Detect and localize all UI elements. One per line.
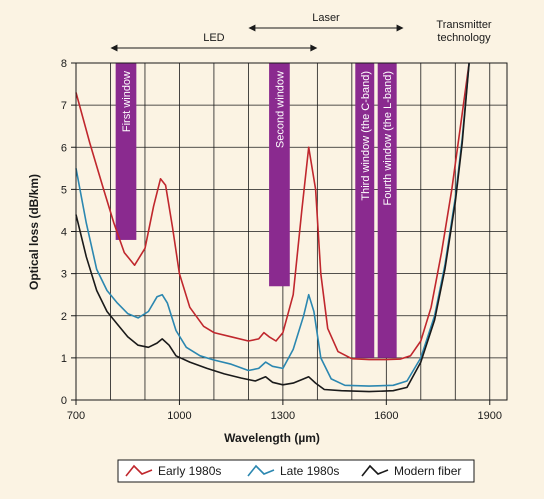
legend-label: Early 1980s (158, 464, 221, 478)
axes: 0 1 2 3 4 5 6 7 8 700 1000 1300 1600 1900 (61, 58, 508, 422)
legend-box (117, 459, 475, 483)
transmitter-technology-label: technology (437, 32, 491, 44)
annotation-label: Laser (312, 12, 340, 24)
x-tick-label: 1600 (374, 410, 398, 422)
x-tick-label: 1900 (478, 410, 502, 422)
x-tick-label: 1300 (271, 410, 295, 422)
annotation-arrow-head (396, 24, 404, 32)
series-line (75, 62, 470, 361)
band-label: Third window (the C-band) (360, 71, 372, 201)
wavelength-windows: First window Second window Third window (t… (115, 63, 397, 358)
series-line (75, 62, 470, 387)
loss-curves (75, 62, 470, 393)
x-axis-title: Wavelength (µm) (224, 431, 320, 445)
band-label: First window (121, 71, 133, 132)
y-tick-label: 4 (61, 227, 67, 239)
band-window (355, 63, 375, 358)
y-tick-label: 8 (61, 58, 67, 70)
band-window (269, 63, 290, 287)
annotation-arrow-head (248, 24, 256, 32)
annotation-arrow-head (310, 44, 318, 52)
band-label: Fourth window (the L-band) (382, 71, 394, 206)
x-tick-label: 700 (67, 410, 85, 422)
y-tick-label: 0 (61, 395, 67, 407)
legend-label: Modern fiber (394, 464, 461, 478)
y-axis-title: Optical loss (dB/km) (27, 174, 41, 290)
legend-swatch (125, 464, 153, 477)
annotation-label: LED (203, 32, 224, 44)
band-window (377, 63, 397, 358)
legend-swatch (361, 464, 389, 477)
x-tick-label: 1000 (167, 410, 191, 422)
y-tick-label: 2 (61, 311, 67, 323)
annotation-arrow-head (110, 44, 118, 52)
y-tick-label: 5 (61, 184, 67, 196)
band-window (115, 63, 137, 240)
y-tick-label: 1 (61, 353, 67, 365)
band-label: Second window (274, 71, 286, 148)
legend-swatch (247, 464, 275, 477)
legend: Early 1980s Late 1980s Modern fiber (117, 459, 475, 483)
y-tick-label: 7 (61, 100, 67, 112)
legend-label: Late 1980s (280, 464, 339, 478)
series-line (75, 62, 470, 393)
y-tick-label: 6 (61, 142, 67, 154)
transmitter-technology-label: Transmitter (436, 19, 492, 31)
y-tick-label: 3 (61, 269, 67, 281)
